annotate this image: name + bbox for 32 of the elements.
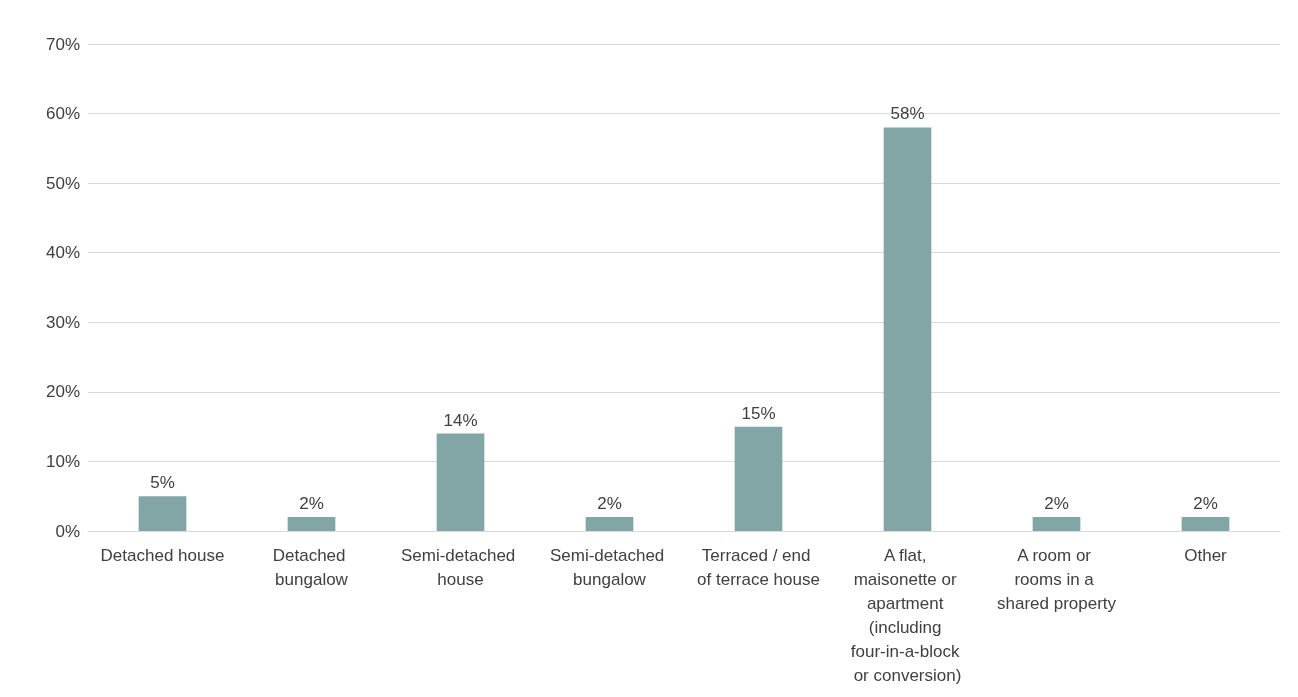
y-tick-label: 60% [45,104,80,124]
bar [883,127,932,531]
x-tick-label: Detached house [100,545,225,565]
x-tick-label: Terraced / end of terrace house [697,545,820,589]
data-label: 2% [299,494,324,514]
data-label: 5% [150,473,175,493]
y-tick-label: 0% [55,521,80,541]
x-tick-label: Semi-detached bungalow [549,545,670,589]
x-tick-label: A flat, maisonette or apartment (including four-in-a-block or conversion) [850,545,965,685]
bar [287,517,336,531]
bar [1181,517,1230,531]
data-label: 2% [1193,494,1218,514]
y-tick-label: 10% [45,451,80,471]
bar [436,433,485,531]
data-label: 2% [597,494,622,514]
y-tick-label: 50% [45,173,80,193]
y-tick-label: 30% [45,312,80,332]
data-label: 15% [741,403,776,423]
x-tick-label: Detached bungalow [272,545,351,589]
bar [1032,517,1081,531]
y-tick-label: 40% [45,243,80,263]
bar [138,496,187,531]
data-label: 58% [890,104,925,124]
x-tick-label: Other [1184,545,1228,565]
bar [734,426,783,531]
y-tick-label: 20% [45,382,80,402]
data-label: 14% [443,410,478,430]
data-label: 2% [1044,494,1069,514]
x-tick-label: Semi-detached house [400,545,521,589]
bar [585,517,634,531]
x-tick-label: A room or rooms in a shared property [996,545,1117,613]
y-tick-label: 70% [45,34,80,54]
